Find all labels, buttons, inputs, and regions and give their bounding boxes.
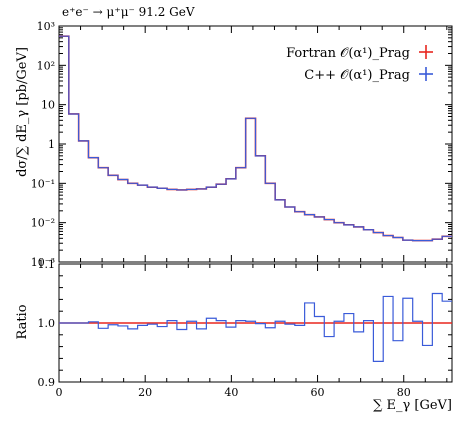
ratio-y-ticks: 0.9 1.0 1.1	[38, 258, 452, 389]
legend-marker-cpp	[419, 67, 433, 81]
legend-label-fortran: Fortran 𝒪(α¹)_Prag	[286, 46, 410, 61]
x-tick-label: 0	[56, 386, 63, 399]
y-tick-label: 10³	[37, 20, 55, 33]
ratio-tick-label: 0.9	[38, 376, 56, 389]
x-axis-label: ∑ E_γ [GeV]	[373, 398, 452, 413]
legend-entry-cpp: C++ 𝒪(α¹)_Prag	[304, 67, 433, 83]
ratio-axis-label: Ratio	[15, 304, 30, 339]
y-axis-label: dσ/∑ dE_γ [pb/GeV]	[15, 47, 30, 177]
x-tick-label: 60	[311, 386, 325, 399]
legend: Fortran 𝒪(α¹)_Prag C++ 𝒪(α¹)_Prag	[286, 45, 433, 83]
legend-label-cpp: C++ 𝒪(α¹)_Prag	[304, 68, 410, 83]
x-tick-label: 20	[138, 386, 152, 399]
x-tick-label: 40	[224, 386, 238, 399]
ratio-series-group	[59, 292, 452, 362]
y-tick-label: 10⁻²	[31, 217, 55, 230]
main-y-ticks: 10⁻³ 10⁻² 10⁻¹ 1 10 10² 10³	[31, 20, 452, 269]
series-line-1	[59, 35, 452, 242]
y-tick-label: 10²	[37, 59, 55, 72]
legend-marker-fortran	[419, 45, 433, 59]
y-tick-label: 10⁻³	[31, 256, 55, 269]
y-tick-label: 10	[41, 99, 55, 112]
ratio-series-line	[59, 292, 452, 362]
ratio-tick-label: 1.1	[38, 258, 56, 271]
y-tick-label: 1	[48, 138, 55, 151]
x-tick-label: 80	[397, 386, 411, 399]
legend-entry-fortran: Fortran 𝒪(α¹)_Prag	[286, 45, 433, 61]
y-tick-label: 10⁻¹	[31, 177, 55, 190]
x-ticks: 0 20 40 60 80	[56, 26, 448, 399]
ratio-tick-label: 1.0	[38, 317, 56, 330]
chart-title: e⁺e⁻ → μ⁺μ⁻ 91.2 GeV	[62, 5, 195, 19]
main-series-group	[59, 35, 452, 242]
